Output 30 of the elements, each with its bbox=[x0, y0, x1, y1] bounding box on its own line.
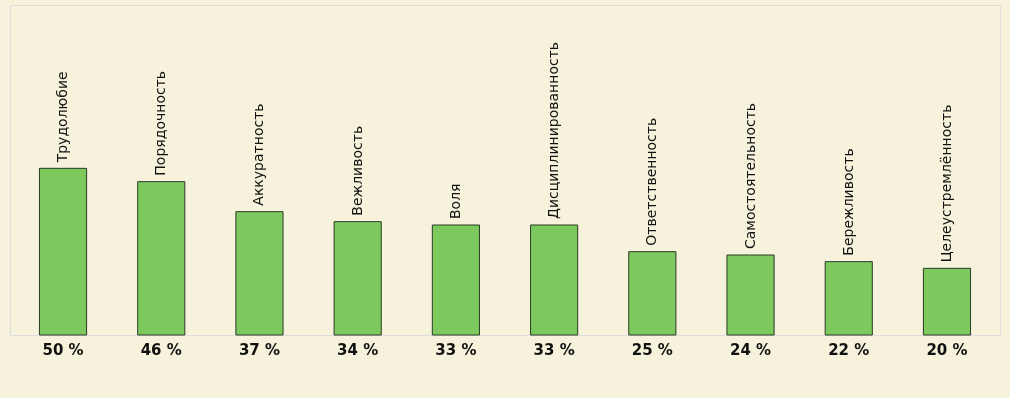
bar bbox=[137, 181, 186, 336]
x-tick-label: Порядочность bbox=[152, 70, 169, 176]
data-label: 37 % bbox=[238, 341, 281, 359]
data-label: 46 % bbox=[140, 341, 182, 359]
x-tick-label: Трудолюбие bbox=[54, 71, 71, 164]
data-label: 33 % bbox=[435, 341, 477, 359]
bar bbox=[530, 224, 579, 336]
data-label: 24 % bbox=[729, 341, 772, 359]
bar bbox=[333, 221, 382, 336]
bar bbox=[922, 267, 972, 336]
x-tick-label: Целеустремлённость bbox=[937, 104, 954, 263]
bar bbox=[235, 211, 284, 336]
data-label: 34 % bbox=[337, 341, 379, 359]
bar bbox=[628, 251, 677, 336]
bar bbox=[38, 167, 88, 336]
data-label: 33 % bbox=[533, 341, 575, 359]
data-label: 20 % bbox=[926, 341, 968, 359]
x-tick-label: Самостоятельность bbox=[741, 102, 758, 249]
x-tick-label: Дисциплинированность bbox=[545, 41, 562, 219]
x-tick-label: Воля bbox=[446, 183, 463, 219]
bar bbox=[824, 261, 873, 336]
x-tick-label: Вежливость bbox=[348, 125, 365, 216]
data-label: 50 % bbox=[42, 341, 84, 359]
bar bbox=[431, 224, 480, 336]
x-tick-label: Ответственность bbox=[643, 117, 660, 246]
data-label: 25 % bbox=[631, 341, 673, 359]
bar bbox=[726, 254, 775, 336]
data-label: 22 % bbox=[828, 341, 870, 359]
x-tick-label: Бережливость bbox=[839, 148, 856, 256]
x-tick-label: Аккуратность bbox=[250, 103, 267, 206]
